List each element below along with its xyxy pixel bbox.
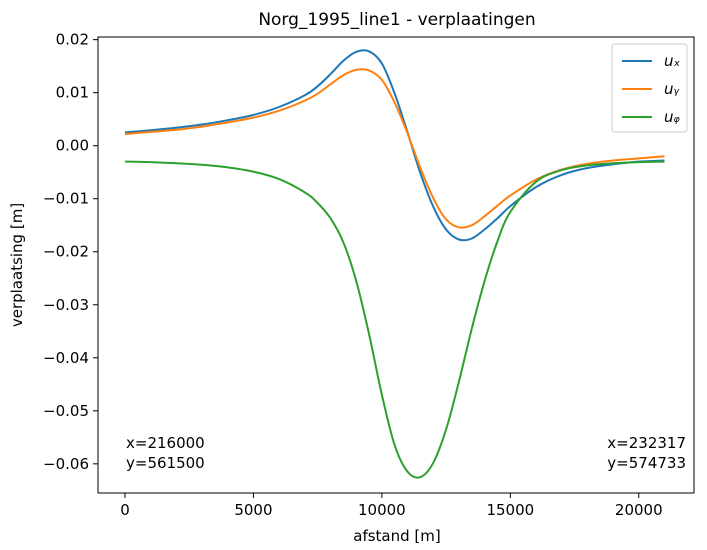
legend-label-ux: uₓ xyxy=(664,52,681,70)
annotation-right-y: y=574733 xyxy=(607,454,686,472)
x-tick-label: 10000 xyxy=(358,501,406,519)
y-tick-label: −0.05 xyxy=(43,402,89,420)
legend: uₓ uᵧ uᵩ xyxy=(611,43,688,133)
y-tick-label: −0.02 xyxy=(43,243,89,261)
legend-label-uy: uᵧ xyxy=(664,80,680,98)
x-axis-label: afstand [m] xyxy=(353,527,440,545)
series-line-uz xyxy=(124,160,665,479)
x-axis-ticks: 0 5000 10000 15000 20000 xyxy=(120,493,663,519)
y-tick-label: −0.06 xyxy=(43,455,89,473)
y-tick-label: −0.03 xyxy=(43,296,89,314)
annotation-left-y: y=561500 xyxy=(126,454,205,472)
y-tick-label: −0.01 xyxy=(43,190,89,208)
y-axis-label: verplaatsing [m] xyxy=(8,203,26,327)
series-line-ux xyxy=(124,49,665,242)
annotation-right-x: x=232317 xyxy=(607,434,686,452)
chart-title: Norg_1995_line1 - verplaatingen xyxy=(258,10,535,30)
x-tick-label: 15000 xyxy=(486,501,534,519)
plot-frame xyxy=(97,36,695,494)
legend-label-uz: uᵩ xyxy=(664,108,681,126)
y-tick-label: 0.00 xyxy=(56,137,89,155)
annotation-left-x: x=216000 xyxy=(126,434,205,452)
y-tick-label: −0.04 xyxy=(43,349,89,367)
series-lines xyxy=(124,49,665,479)
x-tick-label: 5000 xyxy=(234,501,272,519)
x-tick-label: 0 xyxy=(120,501,130,519)
y-tick-label: 0.01 xyxy=(56,84,89,102)
series-line-uy xyxy=(124,68,665,229)
x-tick-label: 20000 xyxy=(615,501,663,519)
y-axis-ticks: 0.02 0.01 0.00 −0.01 −0.02 −0.03 −0.04 −0.05 −0.… xyxy=(43,31,98,473)
y-tick-label: 0.02 xyxy=(56,31,89,49)
